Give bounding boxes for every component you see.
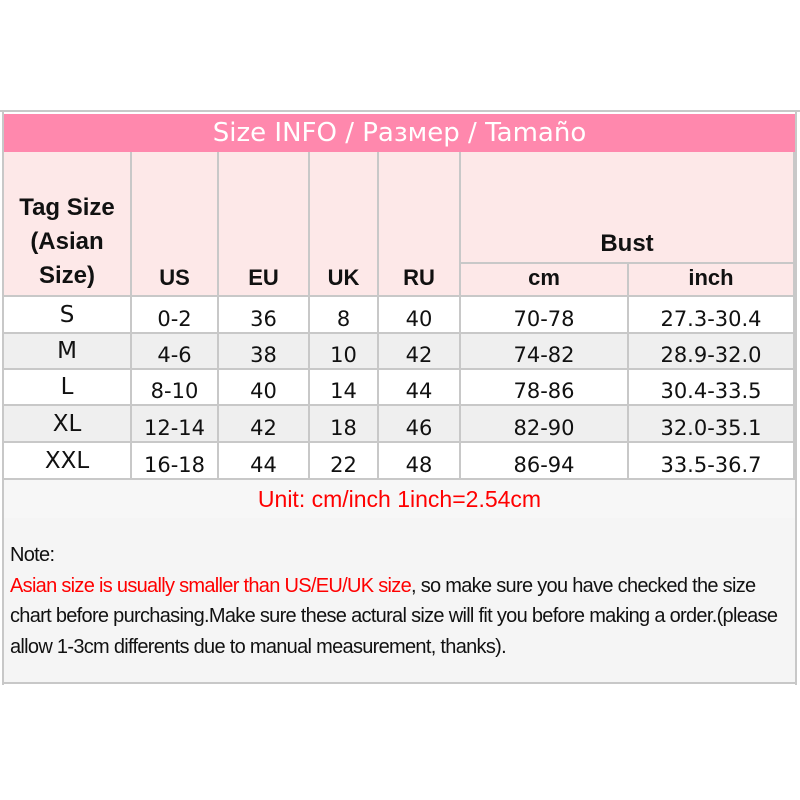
note-body: , so make sure you have checked the size…	[10, 574, 778, 658]
cell-tag: L	[4, 370, 132, 406]
header-inch: inch	[629, 264, 795, 297]
cell-ru: 40	[379, 297, 461, 334]
cell-uk: 14	[310, 370, 379, 406]
grid-left-line	[2, 110, 4, 685]
cell-eu: 42	[219, 406, 310, 443]
cell-ru: 46	[379, 406, 461, 443]
cell-us: 4-6	[132, 334, 219, 370]
header-tag-size: Tag Size (Asian Size)	[4, 152, 132, 297]
cell-tag: XL	[4, 406, 132, 443]
cell-ru: 44	[379, 370, 461, 406]
cell-inch: 30.4-33.5	[629, 370, 795, 406]
header-eu: EU	[219, 152, 310, 297]
note-label: Note:	[10, 544, 55, 566]
cell-us: 0-2	[132, 297, 219, 334]
cell-inch: 28.9-32.0	[629, 334, 795, 370]
cell-us: 12-14	[132, 406, 219, 443]
cell-uk: 8	[310, 297, 379, 334]
header-cm: cm	[461, 264, 629, 297]
cell-ru: 42	[379, 334, 461, 370]
header-uk: UK	[310, 152, 379, 297]
cell-uk: 22	[310, 443, 379, 480]
note-highlight: Asian size is usually smaller than US/EU…	[10, 574, 412, 597]
cell-inch: 27.3-30.4	[629, 297, 795, 334]
cell-tag: S	[4, 297, 132, 334]
cell-us: 16-18	[132, 443, 219, 480]
cell-cm: 74-82	[461, 334, 629, 370]
cell-cm: 78-86	[461, 370, 629, 406]
table-title: Size INFO / Размер / Tamaño	[4, 114, 795, 154]
cell-eu: 38	[219, 334, 310, 370]
cell-inch: 33.5-36.7	[629, 443, 795, 480]
cell-cm: 70-78	[461, 297, 629, 334]
cell-us: 8-10	[132, 370, 219, 406]
grid-top-line	[0, 110, 800, 116]
cell-eu: 40	[219, 370, 310, 406]
cell-tag: M	[4, 334, 132, 370]
cell-ru: 48	[379, 443, 461, 480]
note-section: Note: Asian size is usually smaller than…	[4, 518, 795, 684]
cell-uk: 18	[310, 406, 379, 443]
cell-eu: 36	[219, 297, 310, 334]
grid-right-line	[795, 110, 797, 685]
unit-note: Unit: cm/inch 1inch=2.54cm	[4, 480, 795, 520]
cell-eu: 44	[219, 443, 310, 480]
header-us: US	[132, 152, 219, 297]
cell-tag: XXL	[4, 443, 132, 480]
cell-inch: 32.0-35.1	[629, 406, 795, 443]
header-bust: Bust	[461, 152, 795, 264]
header-ru: RU	[379, 152, 461, 297]
cell-uk: 10	[310, 334, 379, 370]
cell-cm: 82-90	[461, 406, 629, 443]
cell-cm: 86-94	[461, 443, 629, 480]
